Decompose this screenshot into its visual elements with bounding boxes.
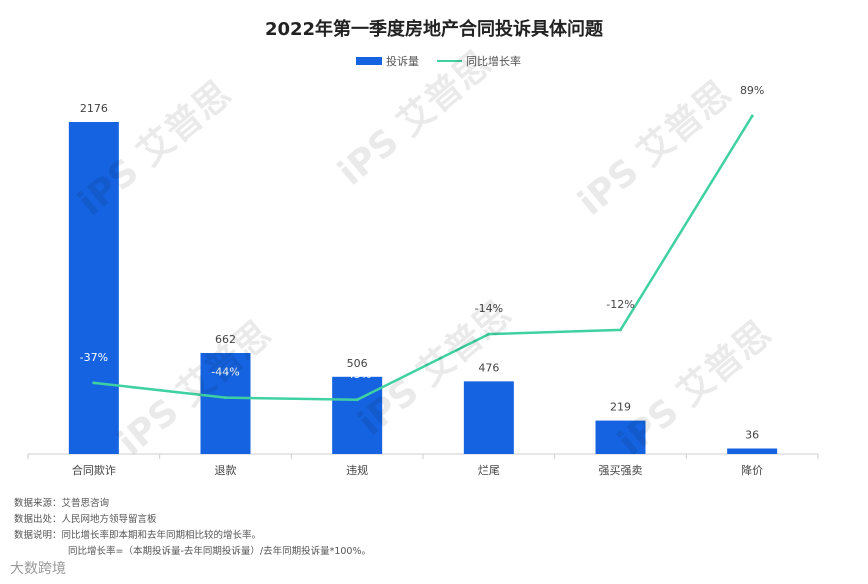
bar-value-label: 2176 xyxy=(80,102,108,115)
bar-value-label: 219 xyxy=(610,401,631,414)
bar xyxy=(332,376,383,454)
legend-label-line: 同比增长率 xyxy=(466,54,521,68)
bar-value-label: 36 xyxy=(745,429,759,442)
line-value-label: -44% xyxy=(211,366,239,379)
chart-notes: 数据来源：艾普思咨询 数据出处：人民网地方领导留言板 数据说明：同比增长率即本期… xyxy=(14,496,371,560)
legend-label-bar: 投诉量 xyxy=(386,54,419,68)
x-tick-label: 降价 xyxy=(741,463,763,477)
bar xyxy=(463,381,514,454)
bar xyxy=(68,122,119,454)
data-labels: 2176 -37% 662 -44% 506-45% 476 -14% 219 -12% 36 89… xyxy=(80,84,765,442)
x-tick-label: 烂尾 xyxy=(478,464,500,477)
line-point xyxy=(619,328,622,332)
chart-area: 2022年第一季度房地产合同投诉具体问题 投诉量 同比增长率 2176 -37% 6… xyxy=(27,18,819,477)
bar-value-label: 506 xyxy=(347,357,368,370)
legend: 投诉量 同比增长率 xyxy=(356,54,521,68)
growth-line xyxy=(93,115,754,402)
line-value-label: 89% xyxy=(740,84,764,97)
bar-value-label: 476 xyxy=(478,361,499,374)
note-explain: 数据说明：同比增长率即本期和去年同期相比较的增长率。 xyxy=(14,530,262,541)
chart-title: 2022年第一季度房地产合同投诉具体问题 xyxy=(265,18,604,40)
line-series xyxy=(92,114,754,402)
line-point xyxy=(355,398,359,402)
line-point xyxy=(224,396,227,400)
line-point xyxy=(750,114,754,118)
bar xyxy=(727,448,778,454)
bar xyxy=(200,352,251,454)
bar xyxy=(595,420,646,454)
x-tick-label: 违规 xyxy=(346,463,368,477)
x-tick-label: 退款 xyxy=(215,463,237,477)
x-tick-label: 强买强卖 xyxy=(599,464,643,477)
x-tick-label: 合同欺诈 xyxy=(72,463,116,477)
line-value-label: -45% xyxy=(343,368,371,381)
note-formula: 同比增长率=（本期投诉量-去年同期投诉量）/去年同期投诉量*100%。 xyxy=(68,546,371,557)
line-value-label: -12% xyxy=(606,298,634,311)
line-point xyxy=(487,332,491,336)
line-point xyxy=(92,381,96,385)
bar-value-label: 662 xyxy=(215,333,236,346)
brand-logo: 大数跨境 xyxy=(10,561,66,577)
line-value-label: -14% xyxy=(475,302,503,315)
bar-series xyxy=(68,122,778,454)
note-source: 数据来源：艾普思咨询 xyxy=(14,498,110,509)
line-value-label: -37% xyxy=(80,351,108,364)
x-axis-ticks: 合同欺诈 退款 违规 烂尾 强买强卖 降价 xyxy=(27,454,819,477)
legend-swatch-bar xyxy=(356,57,382,65)
note-origin: 数据出处：人民网地方领导留言板 xyxy=(14,514,157,525)
